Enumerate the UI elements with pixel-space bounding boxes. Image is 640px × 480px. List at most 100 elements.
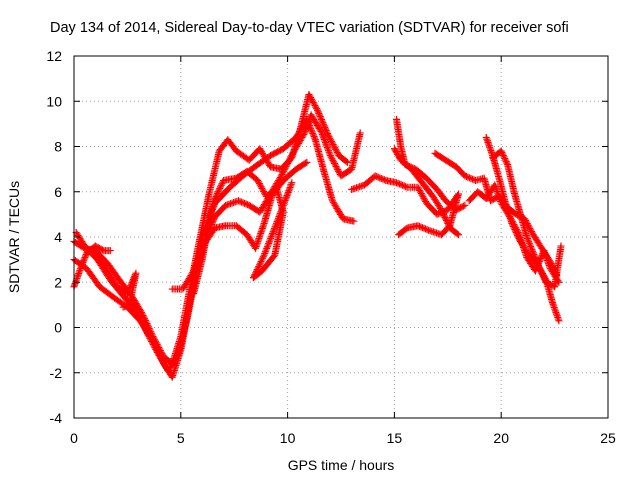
data-point-marker <box>417 190 425 198</box>
data-point-marker <box>267 233 275 241</box>
data-point-marker <box>254 264 262 272</box>
data-point-marker <box>315 109 323 117</box>
data-point-marker <box>77 263 85 271</box>
data-point-marker <box>501 156 509 164</box>
data-point-marker <box>400 182 408 190</box>
data-point-marker <box>319 132 327 140</box>
data-point-marker <box>318 129 326 137</box>
data-point-marker <box>151 337 159 345</box>
data-point-marker <box>328 139 336 147</box>
data-point-marker <box>343 158 351 166</box>
data-point-marker <box>277 208 285 216</box>
data-point-marker <box>538 269 546 277</box>
data-markers <box>70 90 565 381</box>
data-point-marker <box>535 258 543 266</box>
data-point-marker <box>325 148 333 156</box>
data-point-marker <box>414 183 422 191</box>
data-point-marker <box>147 328 155 336</box>
data-point-marker <box>106 247 114 255</box>
data-point-marker <box>499 152 507 160</box>
data-point-marker <box>256 261 264 269</box>
data-point-marker <box>324 130 332 138</box>
data-point-marker <box>213 189 221 197</box>
data-point-marker <box>80 255 88 263</box>
x-tick-label: 15 <box>387 430 403 446</box>
data-point-marker <box>268 231 276 239</box>
data-point-marker <box>409 164 417 172</box>
data-point-marker <box>255 180 263 188</box>
data-point-marker <box>259 254 267 262</box>
data-point-marker <box>318 116 326 124</box>
data-point-marker <box>320 135 328 143</box>
data-point-marker <box>541 275 549 283</box>
data-point-marker <box>511 222 519 230</box>
data-point-marker <box>251 270 259 278</box>
data-point-marker <box>442 215 450 223</box>
data-point-marker <box>307 125 315 133</box>
data-point-marker <box>316 113 324 121</box>
data-point-marker <box>319 119 327 127</box>
data-point-marker <box>527 243 535 251</box>
data-point-marker <box>242 200 250 208</box>
data-point-marker <box>436 204 444 212</box>
data-point-marker <box>252 269 260 277</box>
data-point-marker <box>459 202 467 210</box>
data-point-marker <box>215 186 223 194</box>
data-point-marker <box>331 144 339 152</box>
data-point-marker <box>554 277 562 285</box>
y-axis-label: SDTVAR / TECUs <box>6 181 22 293</box>
data-point-marker <box>501 155 509 163</box>
data-point-marker <box>380 176 388 184</box>
data-point-marker <box>253 266 261 274</box>
data-point-marker <box>262 246 270 254</box>
data-point-marker <box>506 213 514 221</box>
data-point-marker <box>78 260 86 268</box>
data-point-marker <box>141 315 149 323</box>
data-point-marker <box>453 230 461 238</box>
data-point-marker <box>138 310 146 318</box>
data-point-marker <box>507 216 515 224</box>
data-point-marker <box>469 175 477 183</box>
data-point-marker <box>261 248 269 256</box>
data-point-marker <box>316 111 324 119</box>
data-point-marker <box>528 228 536 236</box>
data-point-marker <box>284 190 292 198</box>
data-point-marker <box>513 227 521 235</box>
data-point-marker <box>284 188 292 196</box>
data-point-marker <box>396 180 404 188</box>
data-point-marker <box>525 239 533 247</box>
data-point-marker <box>327 153 335 161</box>
data-point-marker <box>269 228 277 236</box>
data-point-marker <box>273 218 281 226</box>
data-point-marker <box>214 188 222 196</box>
data-point-marker <box>444 219 452 227</box>
data-point-marker <box>260 188 268 196</box>
data-point-marker <box>123 290 131 298</box>
data-point-marker <box>320 134 328 142</box>
data-point-marker <box>535 259 543 267</box>
y-tick-label: 12 <box>46 48 62 64</box>
data-point-marker <box>80 257 88 265</box>
data-point-marker <box>314 106 322 114</box>
data-point-marker <box>154 342 162 350</box>
y-tick-label: 10 <box>46 93 62 109</box>
data-point-marker <box>537 268 545 276</box>
data-point-marker <box>321 137 329 145</box>
data-point-marker <box>420 224 428 232</box>
data-point-marker <box>324 145 332 153</box>
data-point-marker <box>217 181 225 189</box>
data-point-marker <box>332 145 340 153</box>
data-point-marker <box>258 184 266 192</box>
data-point-marker <box>464 173 472 181</box>
data-point-marker <box>508 217 516 225</box>
data-point-marker <box>152 339 160 347</box>
data-point-marker <box>265 239 273 247</box>
data-point-marker <box>342 157 350 165</box>
data-point-marker <box>532 255 540 263</box>
data-point-marker <box>327 136 335 144</box>
data-point-marker <box>425 226 433 234</box>
data-point-marker <box>512 224 520 232</box>
data-point-marker <box>258 256 266 264</box>
data-point-marker <box>81 254 89 262</box>
data-point-marker <box>320 120 328 128</box>
